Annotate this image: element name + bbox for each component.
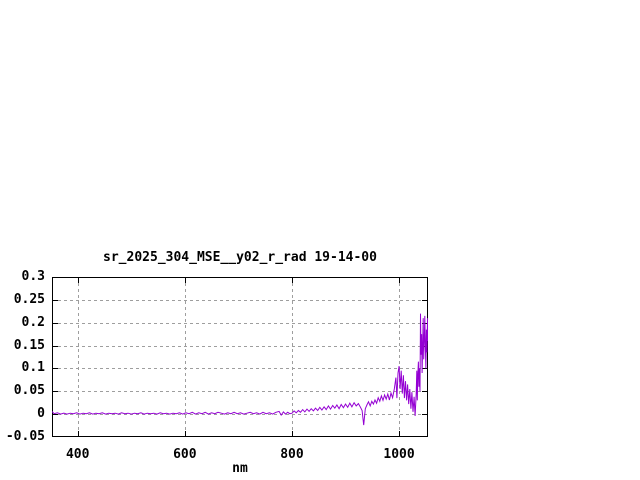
y-tick-label: 0.05: [13, 383, 45, 399]
y-tick-label: 0.25: [13, 291, 45, 307]
x-tick-label: 400: [65, 447, 90, 462]
x-tick-label: 1000: [383, 447, 415, 462]
x-tick-label: 800: [280, 447, 304, 462]
y-tick-label: 0: [37, 406, 45, 422]
plot-border: [52, 277, 428, 437]
plot-area: [52, 277, 428, 437]
y-tick-label: 0.15: [13, 337, 45, 353]
x-tick-label: 600: [173, 447, 197, 462]
y-tick-label: 0.3: [21, 269, 45, 284]
y-tick-label: 0.1: [21, 360, 45, 376]
y-tick-label: -0.05: [5, 429, 45, 444]
chart-title: sr_2025_304_MSE__y02_r_rad 19-14-00: [103, 250, 377, 265]
x-axis-label: nm: [232, 461, 248, 476]
data-series-line: [52, 313, 428, 426]
y-tick-label: 0.2: [21, 314, 45, 330]
